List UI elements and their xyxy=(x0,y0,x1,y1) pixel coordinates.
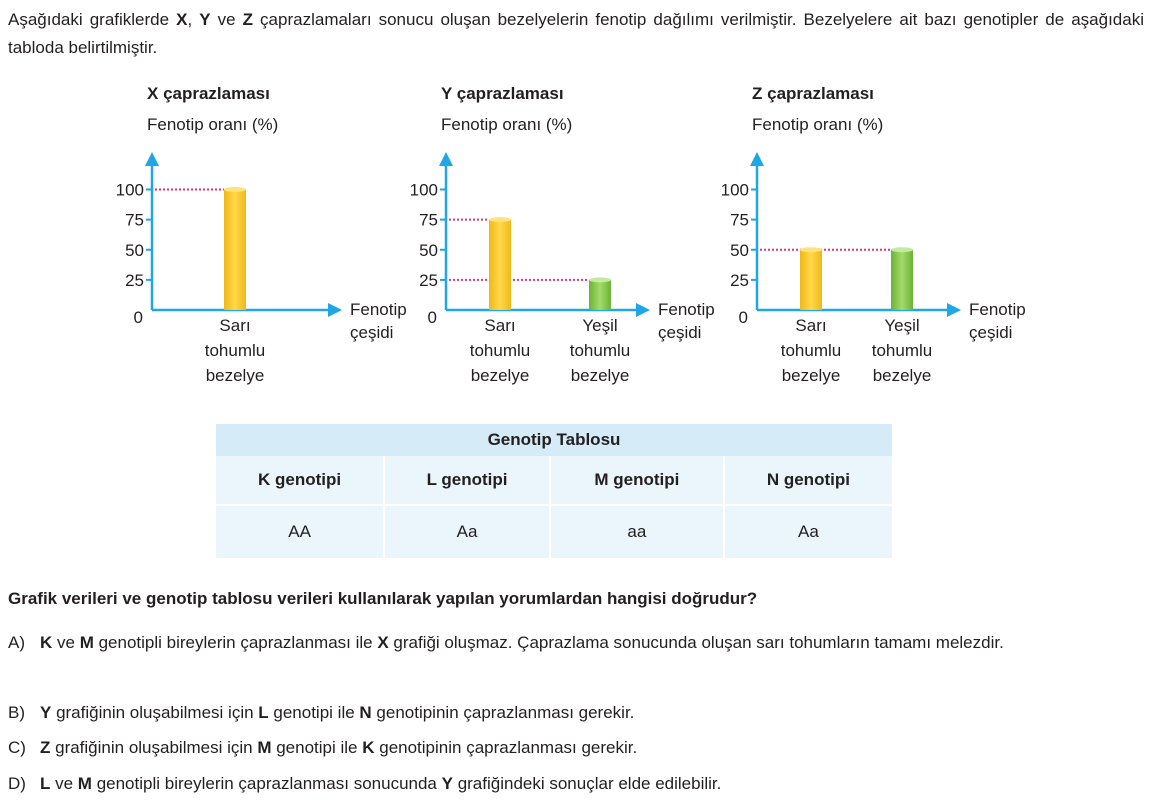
chart-x-y-arrow xyxy=(145,152,159,166)
option-a-text: K ve M genotipli bireylerin çaprazlanmas… xyxy=(40,633,1004,652)
table-header-m: M genotipi xyxy=(549,456,725,505)
chart-y-category-1-line-3: bezelye xyxy=(471,366,530,385)
option-c[interactable]: C) Z grafiğinin oluşabilmesi için M geno… xyxy=(8,734,1144,762)
chart-y-bar-2-top xyxy=(589,277,611,283)
chart-z-tick-label-50: 50 xyxy=(730,241,749,260)
chart-z-category-1-line-1: Sarı xyxy=(795,316,826,335)
table-header-n: N genotipi xyxy=(723,456,892,505)
phenotype-charts: X çaprazlaması Fenotip oranı (%) 100 75 50 25… xyxy=(116,84,1026,385)
chart-z-category-2-line-2: tohumlu xyxy=(872,341,932,360)
table-header-k: K genotipi xyxy=(216,456,386,505)
table-title: Genotip Tablosu xyxy=(216,424,892,456)
chart-x-x-arrow xyxy=(328,303,342,317)
chart-z-category-2-line-3: bezelye xyxy=(873,366,932,385)
chart-y-tick-label-25: 25 xyxy=(419,271,438,290)
chart-y-xlabel-2: çeşidi xyxy=(658,323,701,342)
table-value-k: AA xyxy=(216,504,386,558)
option-a-letter: A) xyxy=(8,633,25,652)
chart-y-category-2-line-1: Yeşil xyxy=(582,316,617,335)
question-text: Grafik verileri ve genotip tablosu veril… xyxy=(8,589,758,608)
chart-y-tick-label-50: 50 xyxy=(419,241,438,260)
chart-x-category-1-line-2: tohumlu xyxy=(205,341,265,360)
option-d-text: L ve M genotipli bireylerin çaprazlanmas… xyxy=(40,774,722,793)
chart-y-category-2-line-3: bezelye xyxy=(571,366,630,385)
chart-x-origin-label: 0 xyxy=(134,308,143,327)
chart-z-origin-label: 0 xyxy=(739,308,748,327)
option-b-letter: B) xyxy=(8,703,25,722)
chart-z-bar-1 xyxy=(800,249,822,310)
chart-x-bar-1-top xyxy=(224,187,246,192)
option-d[interactable]: D) L ve M genotipli bireylerin çaprazlan… xyxy=(8,770,1144,798)
chart-y-ylabel: Fenotip oranı (%) xyxy=(441,115,572,134)
genotype-table: Genotip Tablosu K genotipi L genotipi M … xyxy=(216,424,892,558)
chart-y-bar-2 xyxy=(589,279,611,310)
chart-z-xlabel-2: çeşidi xyxy=(969,323,1012,342)
chart-x-tick-label-50: 50 xyxy=(125,241,144,260)
table-header-l: L genotipi xyxy=(384,456,551,505)
chart-x-bar-1 xyxy=(224,189,246,310)
chart-x-xlabel-2: çeşidi xyxy=(350,323,393,342)
option-b-text: Y grafiğinin oluşabilmesi için L genotip… xyxy=(40,703,635,722)
chart-z-ylabel: Fenotip oranı (%) xyxy=(752,115,883,134)
chart-y-title: Y çaprazlaması xyxy=(441,84,564,103)
option-c-text: Z grafiğinin oluşabilmesi için M genotip… xyxy=(40,738,638,757)
chart-x-xlabel-1: Fenotip xyxy=(350,300,407,319)
chart-x-category-1-line-3: bezelye xyxy=(206,366,265,385)
chart-x-category-1-line-1: Sarı xyxy=(219,316,250,335)
chart-z-y-arrow xyxy=(750,152,764,166)
chart-z-bar-1-top xyxy=(800,247,822,253)
chart-x-tick-label-75: 75 xyxy=(125,211,144,230)
chart-y-xlabel-1: Fenotip xyxy=(658,300,715,319)
chart-y-origin-label: 0 xyxy=(428,308,437,327)
chart-z-category-1-line-3: bezelye xyxy=(782,366,841,385)
chart-z-tick-label-75: 75 xyxy=(730,211,749,230)
chart-y-tick-label-75: 75 xyxy=(419,211,438,230)
chart-y-category-1-line-2: tohumlu xyxy=(470,341,530,360)
chart-y-x-arrow xyxy=(636,303,650,317)
chart-y-category-1-line-1: Sarı xyxy=(484,316,515,335)
chart-z-category-1-line-2: tohumlu xyxy=(781,341,841,360)
chart-y-bar-1 xyxy=(489,219,511,310)
table-value-l: Aa xyxy=(384,504,551,558)
chart-x-title: X çaprazlaması xyxy=(147,84,270,103)
chart-x-ylabel: Fenotip oranı (%) xyxy=(147,115,278,134)
chart-x-tick-label-25: 25 xyxy=(125,271,144,290)
chart-z-tick-label-25: 25 xyxy=(730,271,749,290)
chart-z-bar-2-top xyxy=(891,247,913,253)
chart-x-tick-label-100: 100 xyxy=(116,181,144,200)
chart-y-category-2-line-2: tohumlu xyxy=(570,341,630,360)
chart-y-y-arrow xyxy=(439,152,453,166)
chart-y-tick-label-100: 100 xyxy=(410,181,438,200)
option-a[interactable]: A) K ve M genotipli bireylerin çaprazlan… xyxy=(8,629,1144,657)
chart-z-category-2-line-1: Yeşil xyxy=(884,316,919,335)
chart-z-xlabel-1: Fenotip xyxy=(969,300,1026,319)
chart-z-bar-2 xyxy=(891,249,913,310)
option-d-letter: D) xyxy=(8,774,26,793)
chart-z-title: Z çaprazlaması xyxy=(752,84,874,103)
option-c-letter: C) xyxy=(8,738,26,757)
chart-z-x-arrow xyxy=(947,303,961,317)
chart-y-bar-1-top xyxy=(489,217,511,223)
intro-paragraph: Aşağıdaki grafiklerde X, Y ve Z çaprazla… xyxy=(8,10,1144,57)
table-value-n: Aa xyxy=(723,504,892,558)
table-value-m: aa xyxy=(549,504,725,558)
option-b[interactable]: B) Y grafiğinin oluşabilmesi için L geno… xyxy=(8,699,1144,727)
chart-z-tick-label-100: 100 xyxy=(721,181,749,200)
